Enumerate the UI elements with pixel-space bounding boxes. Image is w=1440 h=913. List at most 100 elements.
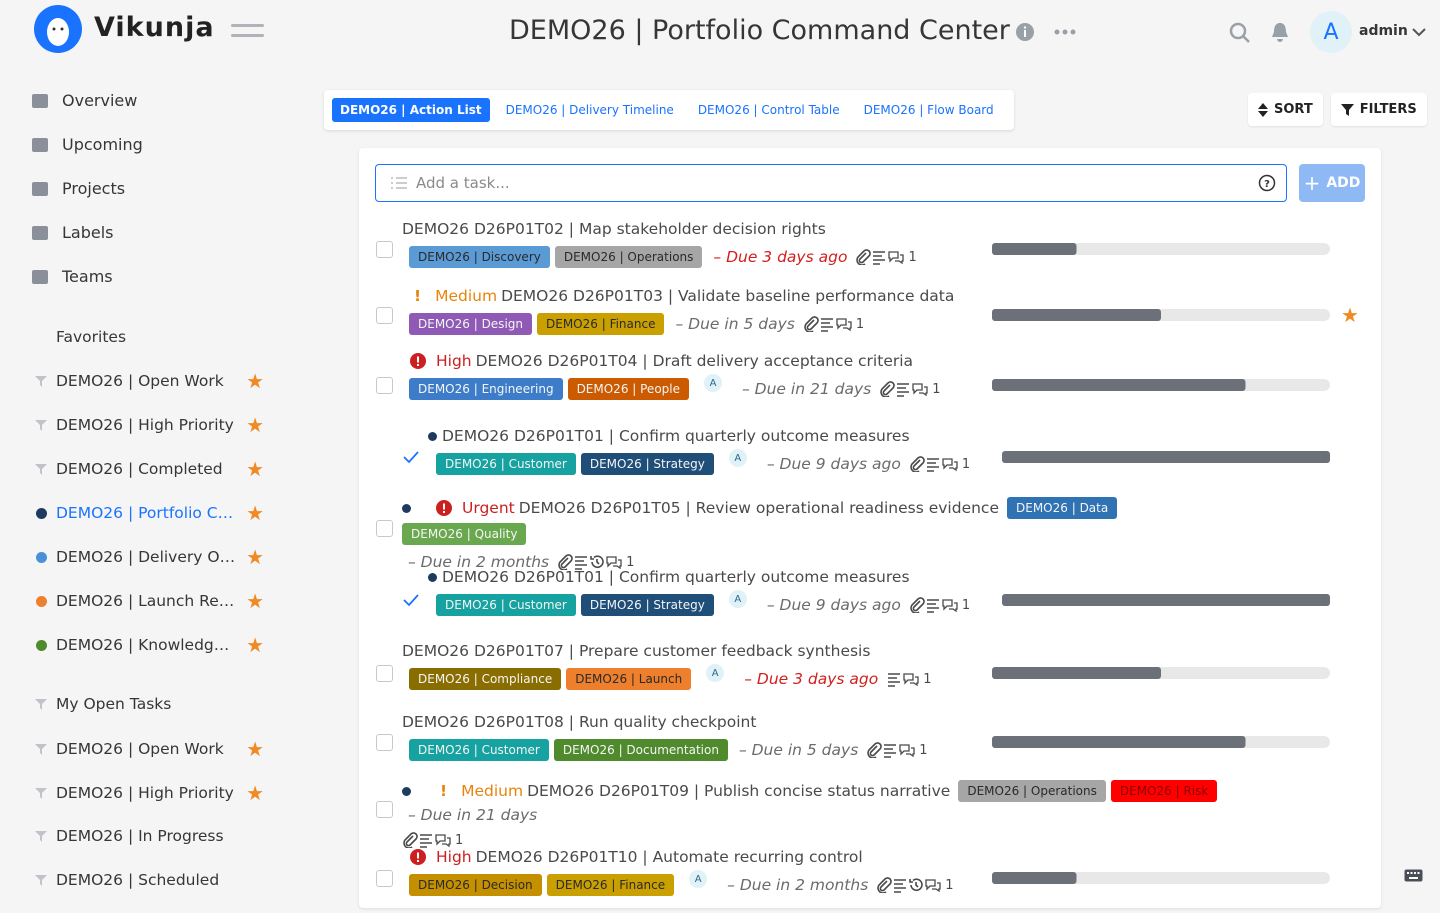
sidebar-project[interactable]: DEMO26 | High Priority ★ [34,415,264,435]
sidebar-project[interactable]: DEMO26 | Portfolio C… ★ [34,503,264,523]
nav-icon [32,137,48,152]
sidebar-project[interactable]: DEMO26 | Launch Re… ★ [34,591,264,611]
comment-count: 1 [932,381,941,397]
task-label: DEMO26 | Risk [1110,780,1218,802]
priority-label: Urgent [462,499,515,517]
task-row[interactable]: Urgent DEMO26 D26P01T05 | Review operatio… [375,492,1375,571]
sidebar-project[interactable]: DEMO26 | Delivery O… ★ [34,547,264,567]
task-checkbox[interactable] [376,665,393,682]
description-icon-shape [420,834,432,848]
sidebar-project[interactable]: DEMO26 | Open Work ★ [34,739,264,759]
view-tab[interactable]: DEMO26 | Flow Board [863,103,994,117]
task-title[interactable]: DEMO26 D26P01T07 | Prepare customer feed… [402,642,871,660]
add-task-button[interactable]: + ADD [1299,164,1365,202]
task-content: High DEMO26 D26P01T10 | Automate recurrin… [402,848,977,896]
quick-add-help[interactable]: ? [1258,174,1276,192]
user-menu-chevron[interactable] [1412,27,1426,37]
progress-fill [992,872,1077,884]
sort-label: SORT [1274,102,1313,117]
view-tab[interactable]: DEMO26 | Delivery Timeline [505,103,674,117]
view-tab[interactable]: DEMO26 | Control Table [697,103,840,117]
favorite-star[interactable]: ★ [246,633,264,657]
sidebar-project[interactable]: My Open Tasks [34,695,264,713]
filter-icon [35,419,47,431]
favorite-star[interactable]: ★ [246,589,264,613]
task-row[interactable]: DEMO26 D26P01T07 | Prepare customer feed… [375,637,1375,708]
nav-item[interactable]: Labels [32,223,114,242]
comments: 1 [835,317,864,332]
task-checkbox[interactable] [376,377,393,394]
favorite-star[interactable]: ★ [246,545,264,569]
progress-bar [992,667,1330,679]
keyboard-shortcuts[interactable] [1404,869,1423,882]
project-name: My Open Tasks [56,695,172,713]
task-row[interactable]: DEMO26 D26P01T02 | Map stakeholder decis… [375,215,1375,282]
favorite-star[interactable]: ★ [246,457,264,481]
svg-text:?: ? [1264,179,1270,190]
sidebar-project[interactable]: DEMO26 | Scheduled [34,871,264,889]
nav-item[interactable]: Teams [32,267,113,286]
nav-item[interactable]: Overview [32,91,137,110]
task-row[interactable]: High DEMO26 D26P01T10 | Automate recurrin… [375,843,1375,913]
task-favorite-star[interactable]: ★ [1341,303,1359,327]
task-checkbox[interactable] [376,307,393,324]
task-row[interactable]: DEMO26 D26P01T01 | Confirm quarterly out… [375,422,1375,492]
sidebar-project[interactable]: DEMO26 | Completed ★ [34,459,264,479]
priority-label: Medium [435,287,498,305]
comments: 1 [941,598,970,613]
task-row[interactable]: ! Medium DEMO26 D26P01T09 | Publish concis… [375,775,1375,848]
comment-icon [942,457,958,471]
notifications-button[interactable] [1270,21,1290,43]
task-checkbox[interactable] [376,734,393,751]
project-dot [402,503,411,513]
description-icon-shape [820,318,833,332]
task-checkbox[interactable] [376,870,393,887]
task-title[interactable]: DEMO26 D26P01T01 | Confirm quarterly out… [442,568,910,586]
favorite-star[interactable]: ★ [246,501,264,525]
task-row[interactable]: DEMO26 D26P01T01 | Confirm quarterly out… [375,563,1375,637]
user-avatar[interactable]: A [1310,11,1352,53]
nav-icon [32,181,48,196]
task-checkbox[interactable] [376,241,393,258]
favorite-star[interactable]: ★ [246,737,264,761]
nav-item[interactable]: Upcoming [32,135,143,154]
task-title[interactable]: DEMO26 D26P01T02 | Map stakeholder decis… [402,220,826,238]
sidebar-project[interactable]: DEMO26 | High Priority ★ [34,783,264,803]
filter-shape [35,463,47,475]
task-title[interactable]: DEMO26 D26P01T01 | Confirm quarterly out… [442,427,910,445]
sidebar-project[interactable]: DEMO26 | In Progress [34,827,264,845]
done-check[interactable] [403,450,419,464]
sort-button[interactable]: SORT [1248,93,1323,126]
sidebar-project[interactable]: DEMO26 | Knowledg… ★ [34,635,264,655]
task-title[interactable]: DEMO26 D26P01T03 | Validate baseline per… [501,287,955,305]
task-title[interactable]: DEMO26 D26P01T09 | Publish concise statu… [527,782,951,800]
task-title[interactable]: DEMO26 D26P01T10 | Automate recurring co… [475,848,863,866]
view-tab[interactable]: DEMO26 | Action List [332,98,490,122]
project-icon [34,463,48,475]
comment-count: 1 [961,456,971,472]
task-row[interactable]: High DEMO26 D26P01T04 | Draft delivery ac… [375,347,1375,422]
task-title[interactable]: DEMO26 D26P01T04 | Draft delivery accept… [475,352,914,370]
user-name[interactable]: admin [1359,23,1408,39]
add-task-input[interactable]: Add a task... ? [375,164,1287,202]
task-title[interactable]: DEMO26 D26P01T05 | Review operational re… [518,499,999,517]
done-check[interactable] [403,593,419,607]
filter-icon [1340,103,1354,116]
favorite-star[interactable]: ★ [246,781,264,805]
filters-button[interactable]: FILTERS [1330,93,1427,126]
task-checkbox[interactable] [376,520,393,537]
favorite-star[interactable]: ★ [246,413,264,437]
info-button[interactable] [1015,22,1035,42]
task-title[interactable]: DEMO26 D26P01T08 | Run quality checkpoin… [402,713,757,731]
menu-toggle[interactable] [231,22,265,40]
nav-item[interactable]: Projects [32,179,125,198]
task-row[interactable]: ! Medium DEMO26 D26P01T03 | Validate basel… [375,282,1375,347]
favorite-star[interactable]: ★ [246,369,264,393]
task-row[interactable]: DEMO26 D26P01T08 | Run quality checkpoin… [375,708,1375,775]
attachment-icon [403,832,418,848]
search-button[interactable] [1228,21,1252,45]
task-checkbox[interactable] [376,801,393,818]
description-icon [926,458,939,472]
sidebar-project[interactable]: DEMO26 | Open Work ★ [34,371,264,391]
more-button[interactable] [1053,28,1079,36]
